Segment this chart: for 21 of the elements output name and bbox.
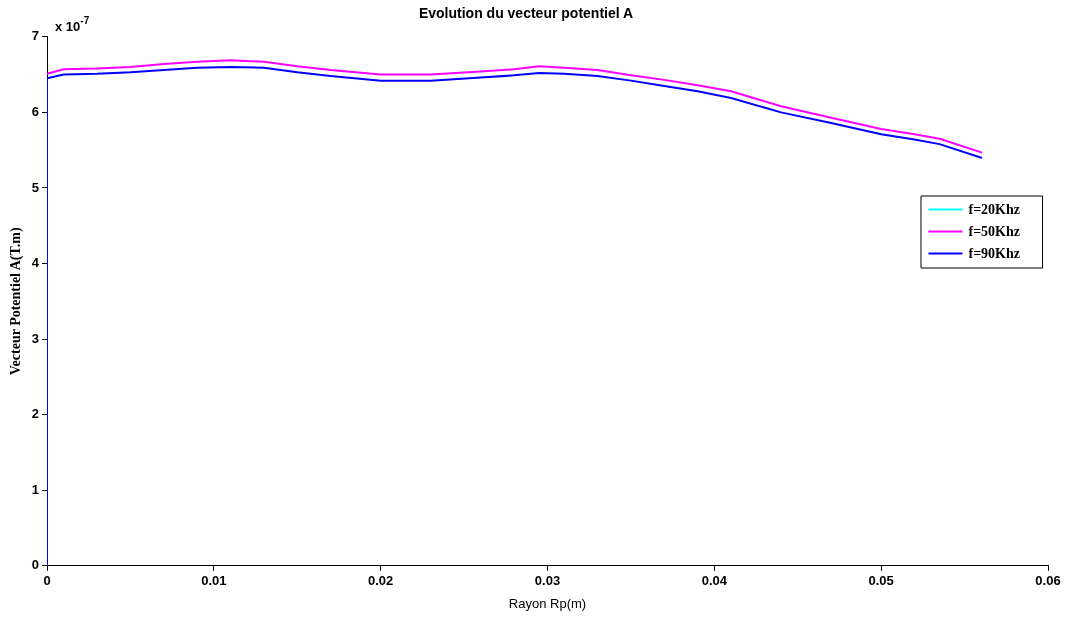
y-tick-label: 5: [31, 179, 40, 195]
x-axis-title: Rayon Rp(m): [508, 595, 587, 611]
x-tick-label: 0.03: [534, 573, 561, 589]
x-tick-label: 0.05: [868, 573, 894, 589]
chart-title: Evolution du vecteur potentiel A: [418, 5, 634, 22]
y-tick-label: 3: [31, 330, 40, 346]
y-axis-title: Vecteur Potentiel A(T.m): [8, 227, 25, 376]
legend-label: f=90Khz: [968, 246, 1020, 262]
x-tick-label: 0.04: [701, 573, 728, 589]
y-tick-label: 6: [31, 103, 40, 119]
legend-label: f=20Khz: [968, 202, 1020, 218]
x-tick-label: 0: [43, 573, 51, 589]
x-tick-label: 0.06: [1035, 573, 1061, 589]
y-tick-label: 2: [31, 406, 40, 422]
y-tick-label: 4: [31, 255, 40, 271]
y-tick-label: 0: [31, 557, 40, 573]
y-tick-label: 1: [31, 481, 40, 497]
x-tick-label: 0.01: [201, 573, 227, 589]
y-tick-label: 7: [31, 28, 40, 44]
x-tick-label: 0.02: [368, 573, 394, 589]
legend-label: f=50Khz: [968, 224, 1020, 240]
